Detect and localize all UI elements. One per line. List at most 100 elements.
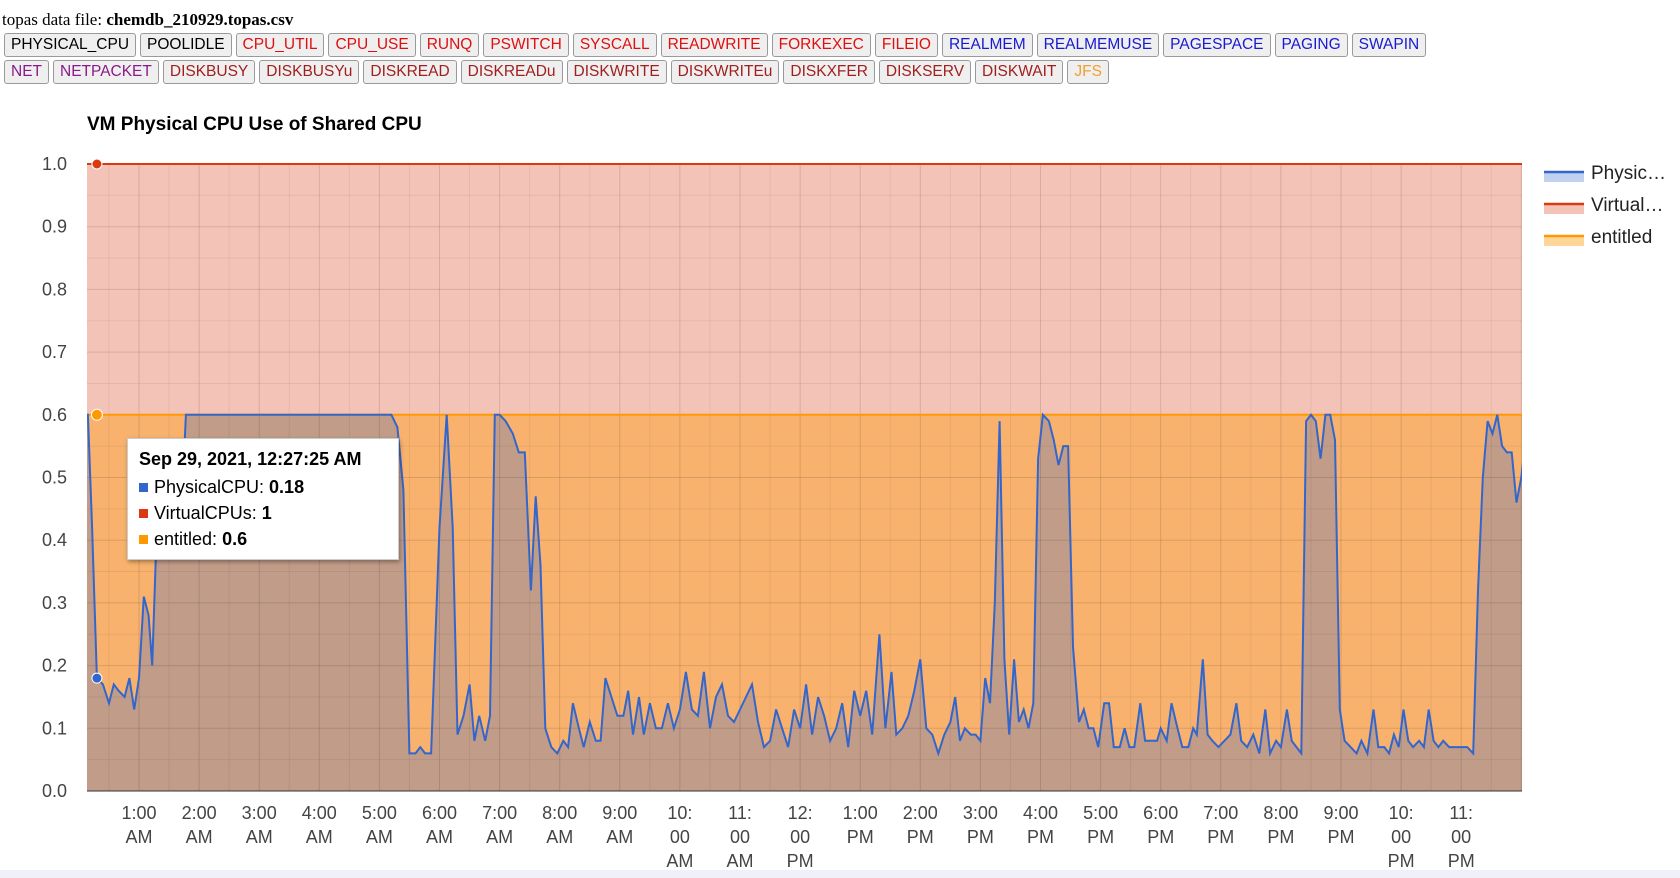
x-tick-label: 1:00 PM (843, 803, 878, 847)
x-tick-label-line: 8:00 (542, 803, 577, 823)
tooltip-series-value: 1 (261, 503, 272, 523)
x-tick-label-line: 5:00 (1083, 803, 1118, 823)
x-tick-label: 3:00 AM (242, 803, 277, 847)
x-tick-label-line: 12: (788, 803, 813, 823)
metric-button-cpu_use[interactable]: CPU_USE (328, 33, 416, 57)
y-tick-label: 0.5 (42, 468, 67, 488)
metric-button-diskwriteu[interactable]: DISKWRITEu (670, 60, 780, 84)
x-tick-label-line: 11: (1449, 803, 1473, 823)
metric-button-diskreadu[interactable]: DISKREADu (460, 60, 563, 84)
metric-button-poolidle[interactable]: POOLIDLE (140, 33, 232, 57)
series-line-physicalcpu (87, 412, 1522, 758)
metric-button-swapin[interactable]: SWAPIN (1351, 33, 1427, 57)
y-tick-label: 0.3 (42, 593, 67, 613)
chart-container: VM Physical CPU Use of Shared CPU 0.0 0.1 0… (0, 88, 1680, 870)
x-tick-label: 4:00 AM (302, 803, 337, 847)
metric-button-runq[interactable]: RUNQ (419, 33, 480, 57)
chart-title: VM Physical CPU Use of Shared CPU (87, 114, 422, 135)
x-tick-label-line: PM (1207, 827, 1234, 847)
x-tick-label: 1:00 AM (121, 803, 156, 847)
x-tick-label-line: AM (246, 827, 273, 847)
x-tick-label-line: PM (1328, 827, 1355, 847)
y-tick-label: 0.2 (42, 656, 67, 676)
metric-button-diskwrite[interactable]: DISKWRITE (566, 60, 667, 84)
metric-button-cpu_util[interactable]: CPU_UTIL (235, 33, 325, 57)
metric-button-pagespace[interactable]: PAGESPACE (1163, 33, 1271, 57)
x-tick-label-line: 11: (728, 803, 752, 823)
metric-button-readwrite[interactable]: READWRITE (660, 33, 768, 57)
metric-button-fileio[interactable]: FILEIO (874, 33, 938, 57)
metric-button-diskread[interactable]: DISKREAD (363, 60, 457, 84)
x-tick-label-line: PM (847, 827, 874, 847)
metric-button-forkexec[interactable]: FORKEXEC (771, 33, 871, 57)
x-tick-label-line: AM (546, 827, 573, 847)
x-tick-label: 6:00 AM (422, 803, 457, 847)
legend-swatch-area (1544, 204, 1584, 214)
legend-label[interactable]: entitled (1591, 227, 1652, 248)
metric-button-physical_cpu[interactable]: PHYSICAL_CPU (4, 33, 137, 57)
legend-label[interactable]: Physic… (1591, 163, 1666, 184)
x-tick-label-line: AM (306, 827, 333, 847)
x-tick-label-line: 3:00 (963, 803, 998, 823)
metric-button-realmem[interactable]: REALMEM (941, 33, 1033, 57)
x-tick-label-line: PM (787, 851, 814, 870)
x-tick-label-line: 2:00 (182, 803, 217, 823)
series-swatch (139, 535, 148, 544)
tooltip-series-value: 0.18 (269, 477, 305, 497)
x-tick-label-line: 10: (1389, 803, 1414, 823)
x-tick-label-line: 00 (670, 827, 690, 847)
x-tick-label-line: PM (1388, 851, 1415, 870)
metric-button-netpacket[interactable]: NETPACKET (53, 60, 159, 84)
series-swatch (139, 483, 148, 492)
x-tick-label: 7:00 PM (1203, 803, 1238, 847)
x-tick-label-line: 9:00 (1323, 803, 1358, 823)
tooltip-row-virtualcpus: VirtualCPUs: 1 (139, 500, 387, 526)
x-tick-label-line: AM (126, 827, 153, 847)
x-tick-label: 5:00 PM (1083, 803, 1118, 847)
legend-label[interactable]: Virtual… (1591, 195, 1664, 216)
tooltip-series-name: entitled (154, 529, 213, 549)
x-tick-label-line: PM (1448, 851, 1475, 870)
x-tick-label-line: AM (666, 851, 693, 870)
y-tick-label: 0.7 (42, 342, 67, 362)
metric-button-diskwait[interactable]: DISKWAIT (975, 60, 1064, 84)
metric-button-jfs[interactable]: JFS (1067, 60, 1109, 84)
series-swatch (139, 509, 148, 518)
x-tick-label: 9:00 PM (1323, 803, 1358, 847)
metric-button-diskserv[interactable]: DISKSERV (878, 60, 972, 84)
metric-button-paging[interactable]: PAGING (1274, 33, 1348, 57)
x-tick-label-line: 8:00 (1263, 803, 1298, 823)
y-tick-label: 0.6 (42, 405, 67, 425)
x-tick-label-line: 7:00 (482, 803, 517, 823)
metric-button-net[interactable]: NET (4, 60, 49, 84)
y-tick-label: 0.8 (42, 279, 67, 299)
x-tick-label-line: 00 (790, 827, 810, 847)
x-tick-label-line: 6:00 (422, 803, 457, 823)
metric-button-syscall[interactable]: SYSCALL (572, 33, 657, 57)
x-tick-label-line: PM (967, 827, 994, 847)
x-tick-label-line: 4:00 (302, 803, 337, 823)
y-tick-label: 0.4 (42, 530, 67, 550)
x-tick-label: 6:00 PM (1143, 803, 1178, 847)
x-tick-label-line: 9:00 (602, 803, 637, 823)
x-tick-label-line: PM (1087, 827, 1114, 847)
tooltip-series-name: VirtualCPUs (154, 503, 252, 523)
metric-button-diskxfer[interactable]: DISKXFER (783, 60, 875, 84)
x-tick-label-line: PM (907, 827, 934, 847)
x-tick-label: 3:00 PM (963, 803, 998, 847)
y-tick-label: 1.0 (42, 154, 67, 174)
x-tick-label: 2:00 PM (903, 803, 938, 847)
metric-button-pswitch[interactable]: PSWITCH (483, 33, 569, 57)
x-tick-label: 4:00 PM (1023, 803, 1058, 847)
x-tick-label: 5:00 AM (362, 803, 397, 847)
metric-button-diskbusy[interactable]: DISKBUSY (162, 60, 256, 84)
tooltip-row-entitled: entitled: 0.6 (139, 526, 387, 552)
legend-swatch-area (1544, 236, 1584, 246)
x-tick-label-line: 6:00 (1143, 803, 1178, 823)
y-tick-label: 0.1 (42, 718, 67, 738)
x-tick-label-line: 4:00 (1023, 803, 1058, 823)
x-tick-label-line: AM (366, 827, 393, 847)
x-tick-label: 8:00 PM (1263, 803, 1298, 847)
metric-button-diskbusyu[interactable]: DISKBUSYu (259, 60, 360, 84)
metric-button-realmemuse[interactable]: REALMEMUSE (1036, 33, 1160, 57)
